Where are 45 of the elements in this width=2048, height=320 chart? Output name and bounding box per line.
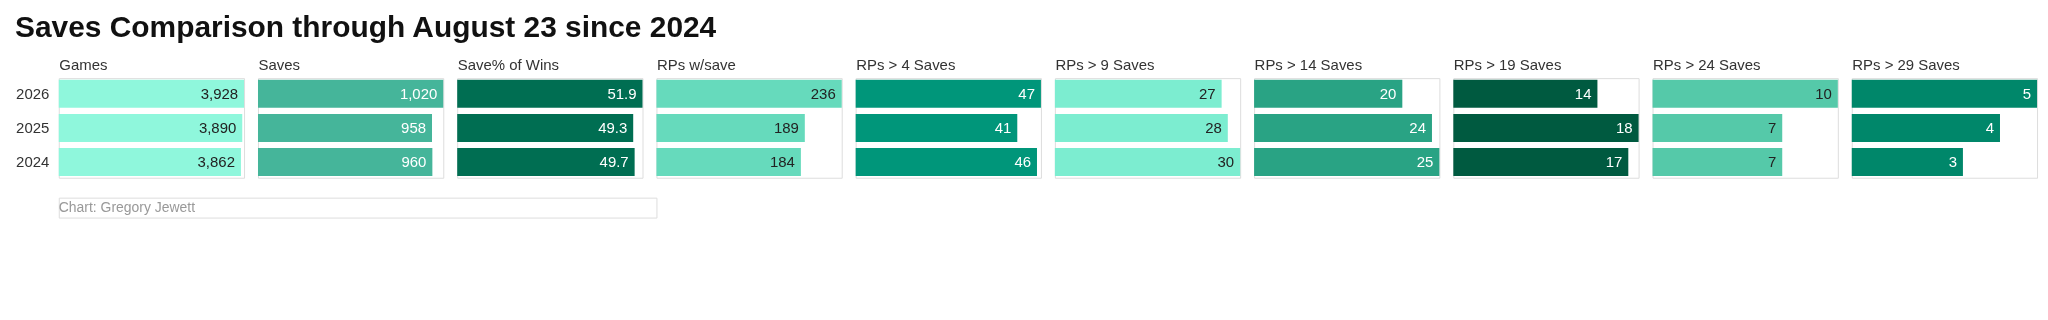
x-axis-title: RPs > 9 Saves: [1055, 55, 1155, 73]
data-label: 49.3: [598, 118, 628, 136]
y-tick-label: 2024: [16, 153, 50, 171]
data-label: 4: [1985, 118, 1995, 136]
x-axis-title: Saves: [258, 55, 301, 73]
data-label: 20: [1379, 84, 1397, 102]
data-label: 41: [994, 118, 1012, 136]
x-axis-title: Games: [59, 55, 108, 73]
data-label: 46: [1014, 153, 1032, 171]
data-label: 7: [1767, 118, 1777, 136]
x-axis-title: RPs > 14 Saves: [1254, 55, 1363, 73]
data-label: 27: [1199, 84, 1216, 102]
data-label: 10: [1815, 84, 1832, 102]
data-label: 1,020: [399, 84, 438, 102]
data-label: 3,928: [200, 84, 239, 102]
x-axis-title: RPs > 4 Saves: [856, 55, 956, 73]
data-label: 30: [1217, 153, 1235, 171]
data-label: 24: [1409, 118, 1426, 136]
data-label: 47: [1018, 84, 1035, 102]
data-label: 25: [1416, 153, 1434, 171]
text: Chart: Gregory Jewett: [58, 198, 196, 215]
data-label: 7: [1767, 153, 1777, 171]
data-label: 189: [773, 118, 799, 136]
data-label: 18: [1616, 118, 1633, 136]
data-label: 14: [1574, 84, 1592, 102]
data-label: 960: [401, 153, 427, 171]
data-label: 3,890: [198, 118, 237, 136]
x-axis-title: Save% of Wins: [457, 55, 559, 73]
x-axis-title: RPs > 29 Saves: [1852, 55, 1960, 73]
data-label: 236: [810, 84, 836, 102]
data-label: 3,862: [197, 153, 235, 171]
data-label: 49.7: [599, 153, 629, 171]
x-axis-title: RPs > 19 Saves: [1453, 55, 1562, 73]
data-label: 958: [401, 118, 427, 136]
data-label: 28: [1205, 118, 1222, 136]
text: Saves Comparison through August 23 since 2024: [15, 9, 717, 43]
data-label: 17: [1605, 153, 1623, 171]
data-label: 51.9: [607, 84, 637, 102]
y-tick-label: 2025: [16, 118, 50, 136]
x-axis-title: RPs > 24 Saves: [1653, 55, 1761, 73]
data-label: 3: [1948, 153, 1957, 171]
data-label: 184: [769, 153, 795, 171]
y-tick-label: 2026: [16, 84, 50, 102]
data-label: 5: [2022, 84, 2032, 102]
x-axis-title: RPs w/save: [656, 55, 736, 73]
